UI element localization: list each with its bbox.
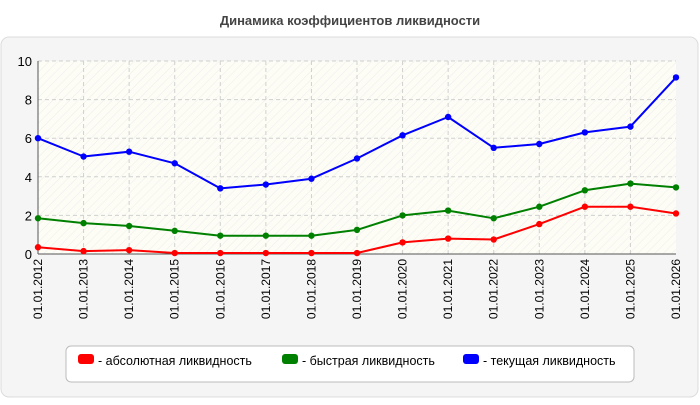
x-tick-label: 01.01.2024 [578, 259, 592, 319]
data-point [536, 203, 543, 210]
axes: 0 2 4 6 8 10 01.01.2012 01.01.2013 01.01.2014 01.… [18, 54, 683, 319]
legend-swatch [78, 354, 94, 364]
data-point [353, 226, 361, 234]
x-tick-label: 01.01.2022 [487, 259, 501, 319]
x-tick-label: 01.01.2017 [259, 259, 273, 319]
data-point [217, 232, 224, 239]
data-point [672, 74, 680, 81]
series-group [34, 74, 680, 257]
legend-swatch [463, 354, 479, 364]
data-point [399, 239, 406, 246]
data-point [171, 249, 178, 257]
data-point [80, 219, 87, 227]
data-point [490, 236, 497, 243]
data-point [125, 246, 133, 254]
data-point [125, 222, 133, 230]
y-tick-label: 4 [25, 170, 32, 185]
x-tick-label: 01.01.2016 [213, 259, 227, 319]
data-point [627, 180, 634, 187]
data-point [217, 185, 224, 192]
data-point [627, 203, 634, 210]
legend-label: - быстрая ликвидность [302, 354, 435, 368]
x-tick-label: 01.01.2020 [396, 259, 410, 319]
data-point [80, 247, 87, 255]
data-point [399, 132, 406, 139]
data-point [490, 215, 497, 222]
x-tick-label: 01.01.2019 [350, 259, 364, 319]
data-point [444, 113, 452, 121]
data-point [627, 123, 634, 130]
legend: - абсолютная ликвидность - быстрая ликвид… [65, 345, 635, 383]
data-point [490, 144, 497, 152]
y-tick-label: 2 [25, 208, 32, 223]
y-tick-label: 6 [25, 131, 32, 146]
data-point [581, 129, 589, 136]
data-point [444, 207, 452, 214]
data-point [672, 210, 680, 217]
data-point [262, 181, 270, 188]
data-point [34, 215, 42, 222]
data-point [444, 235, 452, 242]
data-point [581, 203, 589, 210]
data-point [34, 135, 42, 142]
x-tick-label: 01.01.2013 [77, 259, 91, 319]
data-point [672, 184, 680, 191]
data-point [536, 140, 543, 148]
legend-label: - абсолютная ликвидность [98, 354, 252, 368]
x-tick-label: 01.01.2025 [623, 259, 637, 319]
data-point [262, 232, 270, 239]
x-tick-label: 01.01.2021 [441, 259, 455, 319]
legend-swatch [282, 354, 298, 364]
x-tick-label: 01.01.2015 [168, 259, 182, 319]
data-point [217, 249, 224, 257]
data-point [353, 249, 361, 257]
legend-box [65, 345, 635, 383]
data-point [34, 244, 42, 251]
data-point [308, 175, 315, 182]
data-point [171, 160, 178, 167]
data-point [171, 227, 178, 235]
x-tick-label: 01.01.2026 [669, 259, 683, 319]
data-point [353, 155, 361, 162]
x-tick-label: 01.01.2012 [31, 259, 45, 319]
y-tick-label: 10 [18, 54, 32, 69]
data-point [536, 220, 543, 228]
x-tick-label: 01.01.2023 [532, 259, 546, 319]
data-point [80, 153, 87, 160]
data-point [581, 187, 589, 194]
data-point [308, 232, 315, 239]
x-tick-label: 01.01.2014 [122, 259, 136, 319]
data-point [399, 212, 406, 219]
data-point [308, 249, 315, 257]
x-tick-label: 01.01.2018 [304, 259, 318, 319]
legend-label: - текущая ликвидность [483, 354, 616, 368]
grid [38, 60, 676, 254]
data-point [125, 148, 133, 155]
chart-title: Динамика коэффициентов ликвидности [220, 13, 480, 28]
y-tick-label: 8 [25, 93, 32, 108]
data-point [262, 249, 270, 257]
y-tick-label: 0 [25, 247, 32, 262]
